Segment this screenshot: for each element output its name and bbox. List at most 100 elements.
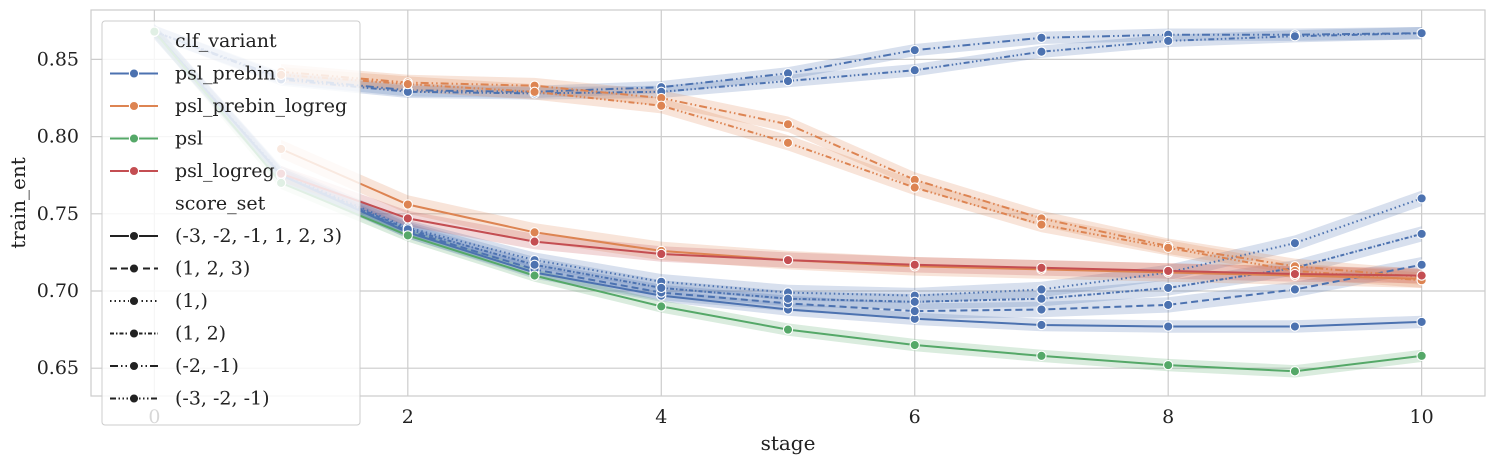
data-point <box>656 100 667 111</box>
data-point <box>1163 242 1174 253</box>
data-point <box>782 293 794 304</box>
x-tick-label: 8 <box>1162 406 1174 428</box>
legend-label: psl_prebin <box>175 63 275 85</box>
data-point <box>1163 282 1174 294</box>
y-axis-label: train_ent <box>6 157 30 249</box>
legend-label: psl <box>175 128 203 150</box>
y-tick-label: 0.75 <box>37 203 79 225</box>
legend-marker <box>128 263 140 274</box>
legend-label: (1,) <box>175 290 208 312</box>
confidence-band <box>281 64 1422 285</box>
data-point <box>909 305 920 317</box>
data-point <box>1163 265 1174 277</box>
data-point <box>1036 319 1047 331</box>
data-point <box>402 230 413 241</box>
data-point <box>529 236 540 247</box>
data-point <box>1036 46 1047 57</box>
series-line <box>280 172 1422 277</box>
data-point <box>656 248 667 260</box>
data-point <box>782 137 794 148</box>
data-point <box>1289 321 1301 332</box>
legend-title: clf_variant <box>175 30 277 52</box>
legend-marker <box>128 100 140 112</box>
data-point <box>782 254 794 266</box>
x-tick-label: 6 <box>909 406 921 428</box>
series-line <box>153 30 1422 303</box>
legend-label: (1, 2, 3) <box>175 258 250 280</box>
data-point <box>909 339 920 351</box>
legend-marker <box>128 165 140 177</box>
data-point <box>1416 193 1427 204</box>
confidence-band <box>154 23 1422 319</box>
data-point <box>1289 237 1301 249</box>
data-point <box>1289 31 1301 42</box>
legend-label: (1, 2) <box>175 323 226 345</box>
series-line <box>281 73 1422 282</box>
legend-marker <box>128 360 140 372</box>
data-point <box>1289 284 1301 295</box>
data-point <box>1036 293 1047 304</box>
data-point <box>909 259 920 270</box>
legend-label: psl_logreg <box>175 160 275 182</box>
data-point <box>402 78 413 90</box>
data-point <box>1163 299 1174 311</box>
legend-label: (-3, -2, -1) <box>175 388 270 410</box>
data-point <box>1289 366 1301 377</box>
data-point <box>656 282 667 294</box>
data-point <box>1163 321 1174 332</box>
confidence-band <box>281 139 1422 288</box>
data-point <box>529 86 540 97</box>
data-point <box>1163 359 1174 371</box>
legend-label: (-3, -2, -1, 1, 2, 3) <box>175 225 342 247</box>
data-point <box>1416 316 1427 328</box>
x-tick-labels: 0246810 <box>148 406 1433 428</box>
x-tick-label: 10 <box>1410 406 1434 428</box>
x-tick-label: 2 <box>402 406 414 428</box>
legend-marker <box>128 230 140 242</box>
data-point <box>909 182 920 193</box>
data-point <box>1416 270 1427 281</box>
legend-marker <box>128 393 140 404</box>
data-point <box>529 270 540 281</box>
data-point <box>1036 304 1047 315</box>
data-point <box>1416 228 1427 240</box>
x-tick-label: 4 <box>655 406 667 428</box>
data-point <box>402 213 413 224</box>
data-point <box>1036 262 1047 273</box>
data-point <box>1036 219 1047 230</box>
legend-marker <box>128 68 140 79</box>
legend-label: (-2, -1) <box>175 355 239 377</box>
data-point <box>656 301 667 312</box>
y-tick-label: 0.85 <box>37 48 79 70</box>
legend-marker <box>128 133 140 144</box>
data-point <box>529 227 540 238</box>
y-tick-label: 0.80 <box>37 126 79 148</box>
data-point <box>909 65 920 76</box>
legend-label: psl_prebin_logreg <box>175 95 347 117</box>
x-axis-label: stage <box>761 431 816 455</box>
legend: clf_variant psl_prebin psl_prebin_logregps… <box>101 20 361 426</box>
data-point <box>909 44 920 56</box>
series-line <box>154 30 1422 95</box>
confidence-band <box>281 67 1422 288</box>
data-point <box>1036 32 1047 43</box>
data-point <box>1416 259 1427 270</box>
data-point <box>782 119 794 130</box>
y-tick-label: 0.70 <box>37 280 79 302</box>
data-point <box>1036 284 1047 295</box>
confidence-band <box>154 25 1422 100</box>
data-point <box>782 324 794 335</box>
legend-marker <box>128 295 140 307</box>
legend-marker <box>128 328 140 339</box>
data-point <box>1416 28 1427 39</box>
data-point <box>782 75 794 87</box>
y-tick-labels: 0.65 0.70 0.75 0.80 0.85 <box>37 48 79 379</box>
data-point <box>402 199 413 210</box>
y-tick-label: 0.65 <box>37 357 79 379</box>
data-point <box>1416 350 1427 362</box>
legend-title: score_set <box>175 193 266 215</box>
legend-box <box>101 20 361 426</box>
data-point <box>1163 35 1174 47</box>
series-points <box>149 26 1427 377</box>
